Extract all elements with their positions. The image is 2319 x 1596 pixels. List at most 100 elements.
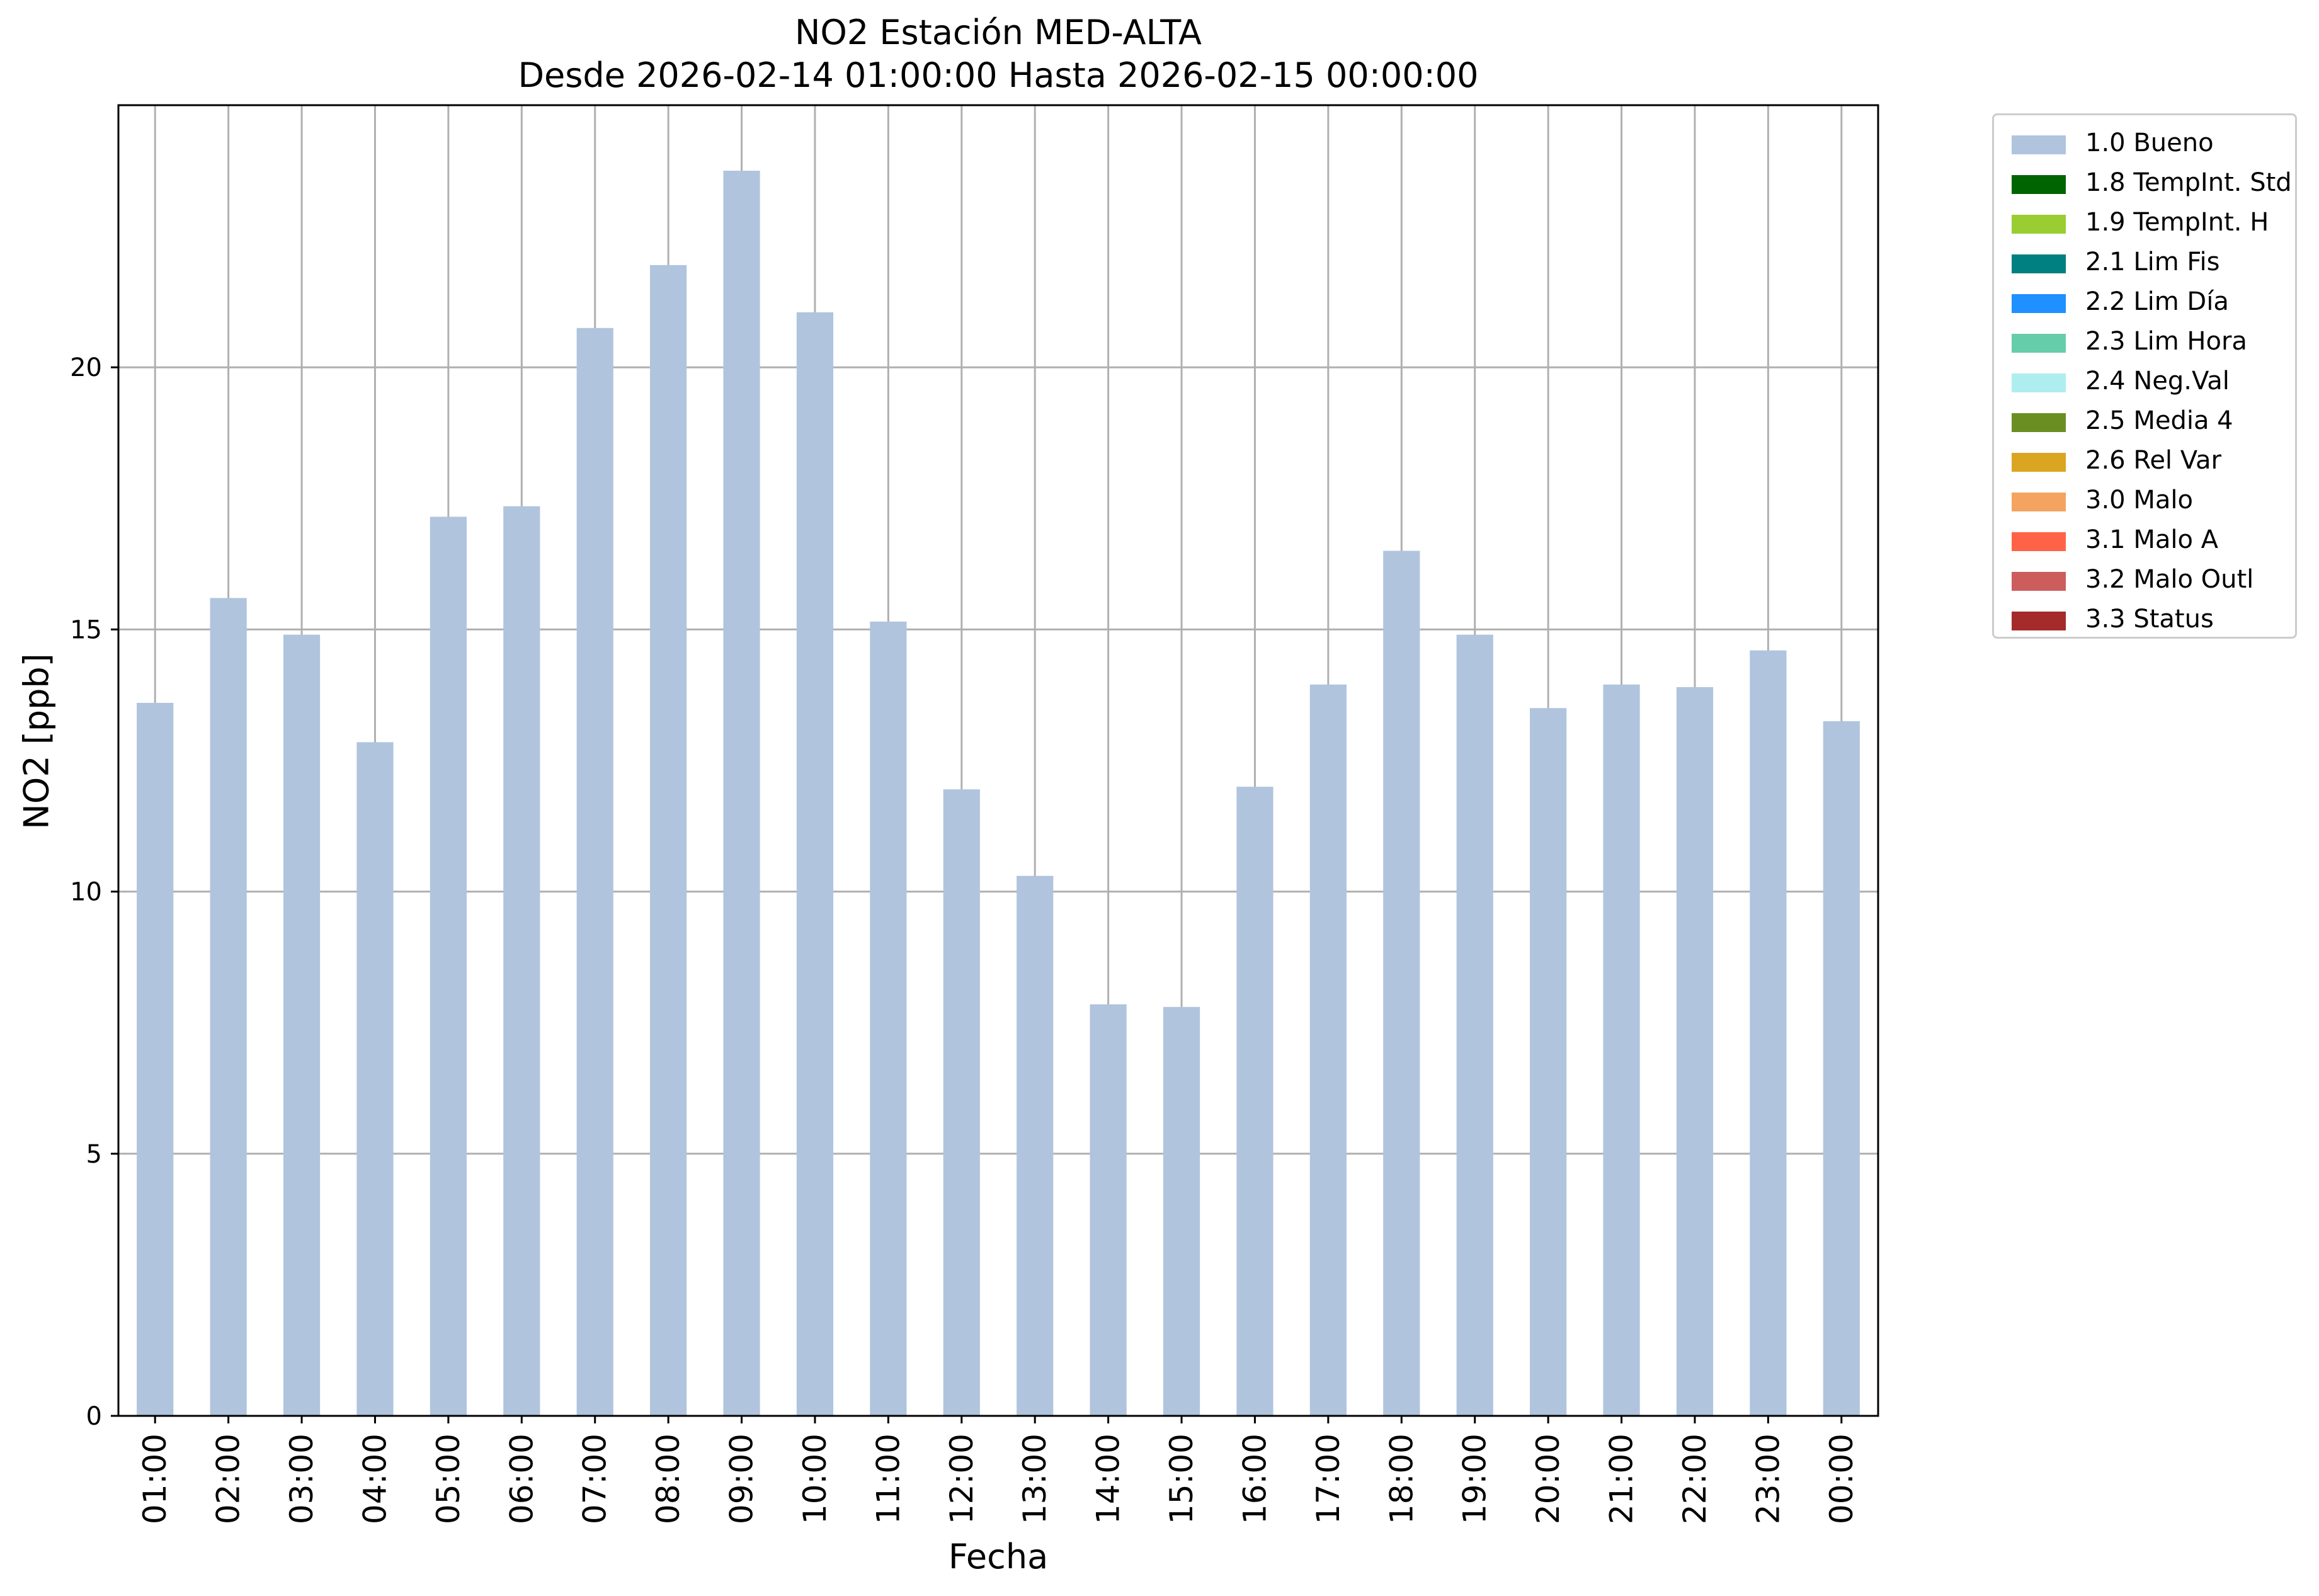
- legend-label: 2.4 Neg.Val: [2085, 367, 2230, 396]
- bar-11:00: [870, 621, 907, 1416]
- legend-item: 3.3 Status: [2002, 601, 2291, 641]
- bar-02:00: [210, 598, 247, 1416]
- bar-07:00: [576, 328, 613, 1416]
- x-tick-label: 11:00: [870, 1434, 906, 1524]
- bar-22:00: [1676, 687, 1714, 1416]
- x-tick-label: 08:00: [650, 1434, 687, 1524]
- x-tick-label: 18:00: [1383, 1434, 1420, 1524]
- legend-swatch: [2012, 572, 2066, 591]
- legend-label: 3.0 Malo: [2085, 486, 2193, 515]
- legend-swatch: [2012, 532, 2066, 551]
- legend-swatch: [2012, 175, 2066, 194]
- legend-item: 1.0 Bueno: [2002, 125, 2291, 164]
- legend-item: 1.9 TempInt. H: [2002, 205, 2291, 244]
- legend-item: 3.2 Malo Outl: [2002, 562, 2291, 601]
- bar-10:00: [796, 312, 834, 1416]
- legend-swatch: [2012, 493, 2066, 511]
- legend-item: 2.5 Media 4: [2002, 403, 2291, 442]
- chart-subtitle: Desde 2026-02-14 01:00:00 Hasta 2026-02-…: [518, 55, 1479, 95]
- legend: 1.0 Bueno 1.8 TempInt. Std 1.9 TempInt. H 2…: [1992, 113, 2297, 639]
- legend-swatch: [2012, 612, 2066, 630]
- x-tick-label: 09:00: [724, 1434, 760, 1524]
- legend-label: 3.1 Malo A: [2085, 525, 2219, 554]
- y-tick-label: 10: [70, 878, 102, 907]
- legend-label: 1.0 Bueno: [2085, 128, 2214, 157]
- bar-23:00: [1750, 650, 1787, 1416]
- bar-18:00: [1383, 550, 1420, 1416]
- y-tick-label: 5: [86, 1140, 102, 1169]
- x-tick-label: 21:00: [1604, 1434, 1640, 1524]
- bar-05:00: [430, 516, 467, 1416]
- bar-19:00: [1456, 634, 1493, 1416]
- x-tick-label: 13:00: [1017, 1434, 1053, 1524]
- legend-item: 2.1 Lim Fis: [2002, 244, 2291, 283]
- bar-21:00: [1603, 684, 1640, 1416]
- legend-swatch: [2012, 215, 2066, 234]
- bar-03:00: [283, 634, 321, 1416]
- legend-swatch: [2012, 373, 2066, 392]
- legend-label: 2.2 Lim Día: [2085, 287, 2229, 316]
- legend-label: 2.1 Lim Fis: [2085, 248, 2220, 276]
- bar-12:00: [943, 789, 980, 1416]
- legend-label: 3.3 Status: [2085, 605, 2214, 634]
- x-axis-label: Fecha: [948, 1537, 1049, 1576]
- legend-item: 2.2 Lim Día: [2002, 284, 2291, 323]
- legend-item: 3.1 Malo A: [2002, 522, 2291, 561]
- legend-item: 1.8 TempInt. Std: [2002, 165, 2292, 204]
- legend-label: 2.5 Media 4: [2085, 406, 2233, 435]
- bar-16:00: [1236, 787, 1273, 1416]
- bar-04:00: [356, 742, 394, 1416]
- x-tick-label: 10:00: [797, 1434, 833, 1524]
- legend-label: 2.6 Rel Var: [2085, 446, 2221, 475]
- legend-label: 3.2 Malo Outl: [2085, 565, 2254, 594]
- x-tick-label: 04:00: [356, 1434, 393, 1524]
- bar-17:00: [1309, 684, 1347, 1416]
- legend-swatch: [2012, 334, 2066, 353]
- x-tick-label: 15:00: [1163, 1434, 1200, 1524]
- x-tick-label: 06:00: [503, 1434, 540, 1524]
- x-tick-label: 02:00: [210, 1434, 247, 1524]
- legend-swatch: [2012, 294, 2066, 313]
- x-tick-label: 01:00: [137, 1434, 173, 1524]
- bar-00:00: [1823, 721, 1860, 1416]
- x-tick-label: 00:00: [1823, 1434, 1860, 1524]
- legend-swatch: [2012, 413, 2066, 432]
- plot-frame: [117, 104, 1879, 1417]
- bars: [137, 171, 1860, 1416]
- legend-item: 2.6 Rel Var: [2002, 443, 2291, 482]
- x-tick-label: 22:00: [1677, 1434, 1713, 1524]
- bar-08:00: [650, 265, 687, 1416]
- y-tick-label: 15: [70, 615, 102, 644]
- bar-14:00: [1090, 1004, 1127, 1416]
- axes: 0 5 10 15 20 01:00 02:00 03:00 04:00 05:00 06:00 07…: [70, 104, 1879, 1524]
- x-tick-label: 23:00: [1750, 1434, 1786, 1524]
- legend-label: 1.8 TempInt. Std: [2085, 168, 2292, 197]
- x-tick-label: 03:00: [283, 1434, 320, 1524]
- bar-06:00: [503, 506, 540, 1416]
- x-tick-label: 17:00: [1310, 1434, 1347, 1524]
- bar-01:00: [137, 702, 174, 1416]
- y-tick-label: 0: [86, 1402, 102, 1431]
- y-tick-label: 20: [70, 353, 102, 382]
- x-tick-label: 05:00: [430, 1434, 467, 1524]
- legend-swatch: [2012, 135, 2066, 154]
- x-tick-label: 14:00: [1090, 1434, 1127, 1524]
- legend-label: 2.3 Lim Hora: [2085, 327, 2247, 356]
- x-tick-label: 19:00: [1457, 1434, 1493, 1524]
- y-axis-label: NO2 [ppb]: [16, 653, 57, 829]
- x-tick-label: 07:00: [577, 1434, 613, 1524]
- x-tick-label: 16:00: [1236, 1434, 1273, 1524]
- bar-13:00: [1017, 875, 1054, 1416]
- chart-title: NO2 Estación MED-ALTA: [795, 13, 1202, 52]
- x-tick-label: 12:00: [943, 1434, 980, 1524]
- legend-swatch: [2012, 254, 2066, 273]
- bar-09:00: [723, 171, 760, 1416]
- legend-item: 2.3 Lim Hora: [2002, 324, 2291, 363]
- legend-label: 1.9 TempInt. H: [2085, 208, 2269, 237]
- bar-20:00: [1530, 708, 1567, 1416]
- bar-15:00: [1163, 1006, 1200, 1416]
- legend-item: 2.4 Neg.Val: [2002, 363, 2291, 402]
- legend-item: 3.0 Malo: [2002, 482, 2291, 522]
- legend-swatch: [2012, 453, 2066, 472]
